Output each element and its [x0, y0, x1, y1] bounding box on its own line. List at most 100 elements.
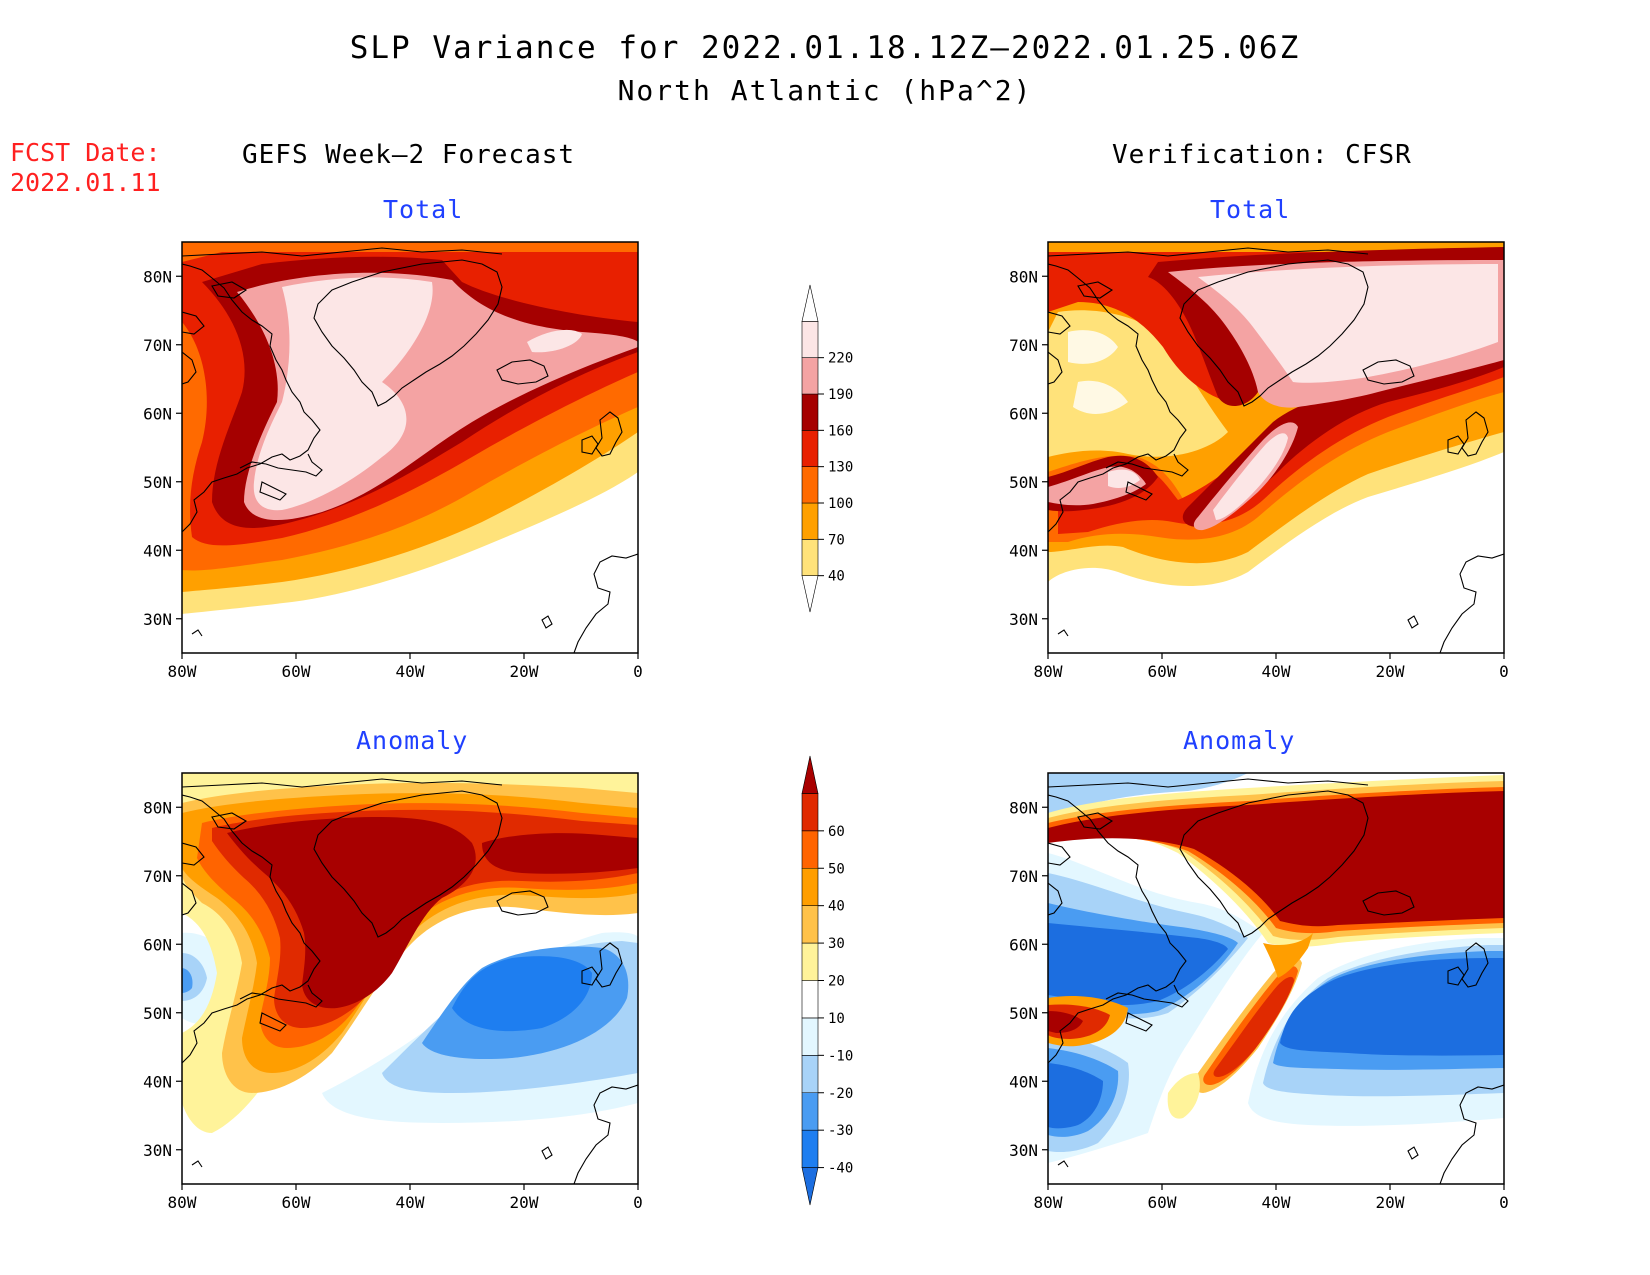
colorbar-label: 70 [828, 532, 845, 548]
lat-tick-label: 80N [1009, 798, 1038, 817]
lat-tick-label: 50N [143, 1004, 172, 1023]
panel-title-verification-total: Total [1210, 195, 1291, 224]
colorbar-label: 160 [828, 423, 853, 439]
colorbar-anomaly: -40 -30 -20 -10 10 20 30 40 50 60 [801, 755, 853, 1206]
fcst-date-value: 2022.01.11 [10, 168, 161, 197]
colorbar-label: 100 [828, 496, 853, 512]
colorbar-label: -10 [828, 1048, 853, 1064]
lat-tick-label: 50N [1009, 1004, 1038, 1023]
colorbar-label: 190 [828, 387, 853, 403]
colorbar-segment [801, 539, 819, 576]
colorbar-label: -40 [828, 1161, 853, 1177]
colorbar-label: 30 [828, 936, 845, 952]
lon-tick-label: 60W [1148, 1193, 1177, 1212]
lat-tick-label: 60N [143, 935, 172, 954]
lon-tick-label: 40W [396, 662, 425, 681]
colorbar-segment [801, 942, 819, 981]
lon-tick-label: 40W [1262, 1193, 1291, 1212]
lat-tick-label: 30N [1009, 610, 1038, 629]
lon-tick-label: 80W [1034, 662, 1063, 681]
fcst-date-caption: FCST Date: [10, 138, 161, 167]
lat-tick-label: 40N [1009, 541, 1038, 560]
colorbar-segment [801, 321, 819, 358]
lat-tick-label: 50N [143, 473, 172, 492]
lon-tick-label: 40W [1262, 662, 1291, 681]
lat-tick-label: 70N [143, 867, 172, 886]
colorbar-segment [801, 1017, 819, 1056]
lon-tick-label: 80W [1034, 1193, 1063, 1212]
lon-tick-label: 80W [168, 662, 197, 681]
fcst-date-label: FCST Date: 2022.01.11 [10, 138, 161, 198]
lat-tick-label: 30N [1009, 1141, 1038, 1160]
lon-tick-label: 0 [633, 662, 643, 681]
colorbar-segment [801, 867, 819, 906]
lat-tick-label: 50N [1009, 473, 1038, 492]
colorbar-segment [801, 393, 819, 431]
lat-tick-label: 70N [143, 336, 172, 355]
colorbar-segment [801, 755, 819, 794]
colorbar-label: 220 [828, 351, 853, 367]
lon-tick-label: 0 [1499, 662, 1509, 681]
lon-tick-label: 80W [168, 1193, 197, 1212]
colorbar-total: 40 70 100 130 160 190 220 [801, 284, 853, 613]
colorbar-label: 10 [828, 1011, 845, 1027]
map-verification-anomaly [1048, 773, 1504, 1184]
panel-title-forecast-anomaly: Anomaly [356, 726, 469, 755]
colorbar-segment [801, 830, 819, 869]
colorbar-label: 20 [828, 974, 845, 990]
colorbar-segment [801, 1092, 819, 1131]
colorbar-segment [801, 1129, 819, 1168]
lon-tick-label: 60W [282, 662, 311, 681]
lat-tick-label: 40N [143, 1072, 172, 1091]
lat-tick-label: 60N [1009, 935, 1038, 954]
lon-tick-label: 0 [633, 1193, 643, 1212]
column-title-verification: Verification: CFSR [1112, 140, 1412, 170]
colorbar-segment [801, 793, 819, 832]
colorbar-label: -30 [828, 1123, 853, 1139]
lon-tick-label: 20W [510, 1193, 539, 1212]
lat-tick-label: 70N [1009, 867, 1038, 886]
lat-tick-label: 80N [1009, 267, 1038, 286]
map-forecast-total [182, 242, 638, 653]
lon-tick-label: 20W [510, 662, 539, 681]
colorbar-label: 130 [828, 460, 853, 476]
lon-tick-label: 60W [1148, 662, 1177, 681]
lat-tick-label: 30N [143, 1141, 172, 1160]
panel-title-forecast-total: Total [383, 195, 464, 224]
lat-tick-label: 30N [143, 610, 172, 629]
colorbar-segment [801, 575, 819, 613]
colorbar-segment [801, 1055, 819, 1094]
colorbar-segment [801, 284, 819, 322]
colorbar-segment [801, 430, 819, 467]
colorbar-segment [801, 357, 819, 395]
lat-tick-label: 60N [1009, 404, 1038, 423]
colorbar-segment [801, 980, 819, 1019]
lat-tick-label: 70N [1009, 336, 1038, 355]
colorbar-segment [801, 1167, 819, 1206]
colorbar-label: 60 [828, 824, 845, 840]
colorbar-label: 40 [828, 899, 845, 915]
lat-tick-label: 40N [143, 541, 172, 560]
map-forecast-anomaly [182, 773, 638, 1184]
colorbar-label: -20 [828, 1086, 853, 1102]
lat-tick-label: 80N [143, 798, 172, 817]
lon-tick-label: 20W [1376, 1193, 1405, 1212]
main-subtitle: North Atlantic (hPa^2) [617, 74, 1033, 107]
colorbar-segment [801, 466, 819, 504]
lat-tick-label: 80N [143, 267, 172, 286]
lon-tick-label: 0 [1499, 1193, 1509, 1212]
lon-tick-label: 60W [282, 1193, 311, 1212]
panel-title-verification-anomaly: Anomaly [1183, 726, 1296, 755]
colorbar-segment [801, 502, 819, 540]
colorbar-label: 50 [828, 861, 845, 877]
lon-tick-label: 20W [1376, 662, 1405, 681]
main-title: SLP Variance for 2022.01.18.12Z–2022.01.… [349, 30, 1301, 66]
colorbar-segment [801, 905, 819, 944]
map-verification-total [1048, 242, 1504, 653]
lat-tick-label: 40N [1009, 1072, 1038, 1091]
lat-tick-label: 60N [143, 404, 172, 423]
lon-tick-label: 40W [396, 1193, 425, 1212]
column-title-forecast: GEFS Week–2 Forecast [242, 140, 576, 170]
axes-layer: 30N 40N 50N 60N 70N 80N 80W 60W 40W 20W 0 30N 40N 50N… [143, 267, 1509, 1212]
